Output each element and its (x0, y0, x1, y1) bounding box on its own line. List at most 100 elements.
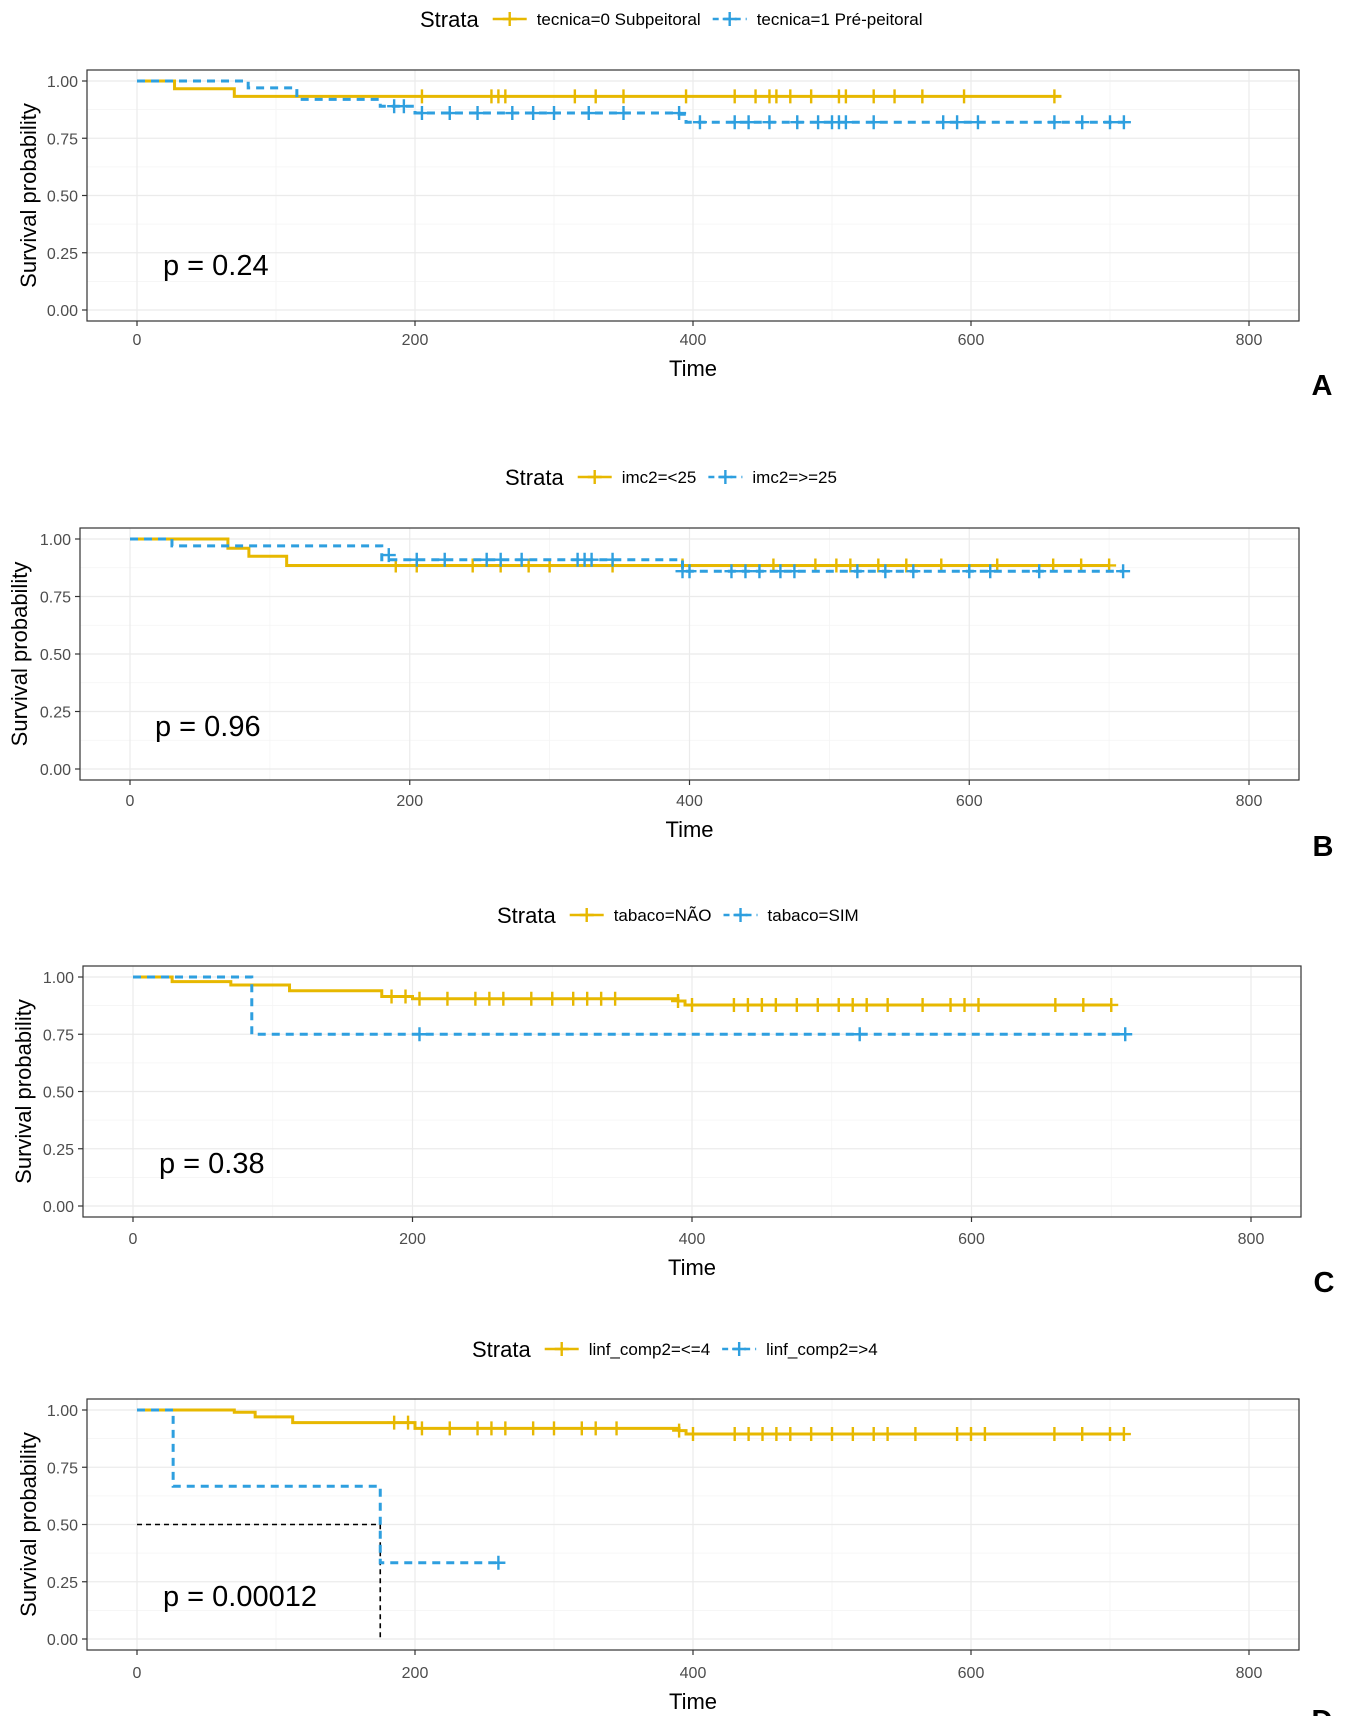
censor-mark (609, 1421, 624, 1436)
censor-mark (1047, 89, 1062, 104)
censor-mark (491, 1555, 506, 1570)
x-tick-label: 400 (676, 793, 703, 810)
censor-mark (810, 997, 825, 1012)
legend-title: Strata (420, 7, 479, 32)
legend-title: Strata (505, 465, 564, 490)
p-value-label: p = 0.38 (159, 1148, 265, 1180)
censor-mark (971, 997, 986, 1012)
y-tick-label: 0.25 (47, 1575, 78, 1592)
censor-mark (398, 989, 413, 1004)
censor-mark (1103, 1427, 1117, 1442)
censor-mark (686, 1427, 700, 1442)
y-tick-label: 0.50 (43, 1085, 74, 1102)
censor-mark (804, 89, 819, 104)
censor-mark (811, 115, 826, 130)
p-value-label: p = 0.24 (163, 250, 269, 282)
y-axis-title: Survival probability (16, 1432, 41, 1617)
censor-mark (1048, 997, 1063, 1012)
p-value-label: p = 0.96 (155, 711, 261, 743)
censor-mark (964, 1427, 978, 1442)
censor-mark (936, 115, 951, 130)
censor-mark (789, 997, 804, 1012)
censor-mark (755, 1427, 770, 1442)
y-tick-label: 0.00 (43, 1199, 74, 1216)
censor-mark (1047, 115, 1062, 130)
censor-mark (727, 89, 742, 104)
censor-mark (672, 1423, 687, 1438)
censor-mark (545, 991, 560, 1006)
y-tick-label: 0.25 (43, 1142, 74, 1159)
censor-mark (493, 552, 508, 567)
x-tick-label: 400 (680, 1665, 707, 1682)
survival-curve-group0 (130, 537, 1110, 567)
x-axis-title: Time (665, 817, 713, 842)
censor-mark (412, 1027, 427, 1042)
x-tick-label: 600 (958, 1231, 985, 1248)
x-tick-label: 600 (956, 793, 983, 810)
censor-mark (957, 997, 972, 1012)
censor-mark (581, 106, 596, 121)
censor-mark (381, 548, 396, 563)
censor-mark (414, 89, 429, 104)
censor-mark (580, 991, 595, 1006)
censor-mark (773, 564, 788, 579)
censor-mark (442, 106, 457, 121)
y-tick-label: 1.00 (47, 74, 78, 91)
censor-mark (726, 997, 741, 1012)
censor-mark (505, 106, 520, 121)
censor-mark (409, 552, 424, 567)
x-axis-title: Time (669, 356, 717, 381)
p-value-label: p = 0.00012 (163, 1581, 317, 1613)
censor-mark (387, 1415, 402, 1430)
y-tick-label: 1.00 (43, 970, 74, 987)
censor-mark (437, 552, 452, 567)
censor-mark (412, 991, 427, 1006)
censor-mark (825, 1427, 839, 1442)
censor-mark (440, 991, 455, 1006)
censor-mark (906, 564, 921, 579)
censor-mark (547, 1421, 561, 1436)
censor-mark (594, 991, 609, 1006)
censor-mark (484, 1421, 499, 1436)
censor-mark (588, 89, 603, 104)
censor-mark (1075, 115, 1090, 130)
censor-mark (741, 115, 756, 130)
censor-mark (866, 1427, 881, 1442)
panel-letter: C (1314, 1267, 1335, 1299)
censor-mark (414, 1421, 429, 1436)
censor-mark (682, 564, 697, 579)
censor-mark (616, 89, 631, 104)
censor-mark (727, 1427, 742, 1442)
censor-mark (887, 89, 902, 104)
censor-mark (866, 115, 881, 130)
censor-mark (588, 1421, 603, 1436)
legend-label: imc2=>=25 (752, 468, 837, 487)
y-tick-label: 0.75 (47, 131, 78, 148)
censor-mark (769, 1427, 784, 1442)
censor-mark (414, 106, 429, 121)
censor-mark (915, 89, 930, 104)
y-tick-label: 0.25 (47, 246, 78, 263)
censor-mark (1116, 1427, 1131, 1442)
censor-mark (880, 1427, 895, 1442)
censor-mark (396, 99, 411, 114)
censor-mark (566, 991, 581, 1006)
censor-mark (859, 997, 874, 1012)
censor-mark (838, 115, 853, 130)
censor-mark (724, 564, 739, 579)
censor-mark (768, 997, 783, 1012)
legend-key-censor (554, 1342, 569, 1356)
x-tick-label: 800 (1236, 793, 1263, 810)
censor-mark (838, 89, 853, 104)
censor-mark (866, 89, 881, 104)
censor-mark (584, 552, 599, 567)
x-tick-label: 200 (399, 1231, 426, 1248)
censor-mark (769, 89, 784, 104)
censor-mark (605, 552, 620, 567)
censor-mark (470, 106, 485, 121)
censor-mark (845, 997, 860, 1012)
x-tick-label: 400 (680, 332, 707, 349)
censor-mark (468, 991, 483, 1006)
y-tick-label: 0.75 (40, 590, 71, 607)
